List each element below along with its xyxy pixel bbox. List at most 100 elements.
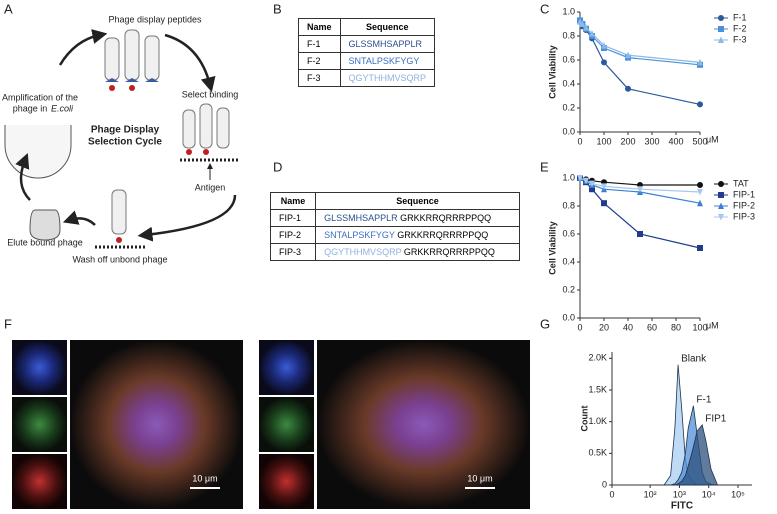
x-tick-label: 0: [577, 136, 582, 146]
y-tick-label: 0: [602, 479, 607, 489]
diagram-label: Phage display peptides: [108, 14, 202, 24]
cycle-arrows: [15, 29, 237, 242]
marker: [637, 231, 643, 237]
marker: [589, 180, 595, 188]
sequence-cell: SNTALPSKFYGY: [339, 52, 436, 70]
curve-label: Blank: [681, 353, 707, 364]
marker: [601, 183, 607, 190]
header-cell: Sequence: [339, 18, 436, 36]
tat-sequence: GRKKRRQRRRPPQQ: [403, 247, 495, 257]
y-tick-label: 0.6: [562, 54, 575, 64]
name-cell: FIP-3: [269, 243, 317, 261]
flask: [4, 125, 72, 179]
panel-label: E: [540, 159, 549, 174]
marker: [577, 175, 583, 182]
phage-group: [104, 29, 230, 235]
marker: [718, 36, 724, 43]
sequence-cell: QGYTHHMVSQRP: [339, 69, 436, 87]
tat-sequence: GRKKRRQRRRPPQQ: [400, 213, 492, 223]
legend-label: FIP-2: [733, 200, 755, 210]
x-tick-label: 20: [599, 322, 609, 332]
x-tick-label: 10⁴: [702, 489, 716, 499]
y-tick-label: 1.0: [562, 6, 575, 16]
tube: [29, 209, 61, 241]
header-cell: Sequence: [315, 192, 520, 210]
peptide: SNTALPSKFYGY: [348, 56, 420, 66]
panel-label: B: [273, 1, 282, 16]
legend-label: FIP-1: [733, 189, 755, 199]
sequence-cell: QGYTHHMVSQRP GRKKRRQRRRPPQQ: [315, 243, 520, 261]
marker: [583, 177, 589, 185]
y-tick-label: 0.8: [562, 200, 575, 210]
y-tick-label: 0.0: [562, 312, 575, 322]
marker: [625, 51, 631, 59]
x-axis-label: μM: [706, 134, 719, 144]
header-cell: Name: [269, 192, 317, 210]
diagram-label: Select binding: [182, 89, 239, 99]
tat-sequence: GRKKRRQRRRPPQQ: [397, 230, 489, 240]
name-cell: FIP-1: [269, 209, 317, 227]
x-tick-label: 40: [623, 322, 633, 332]
marker: [697, 245, 703, 251]
name-cell: FIP-2: [269, 226, 317, 244]
marker: [697, 182, 703, 188]
marker: [697, 101, 703, 108]
y-tick-label: 0.6: [562, 228, 575, 238]
panel-label: G: [540, 316, 550, 331]
diagram-label: Elute bound phage: [7, 237, 83, 247]
x-tick-label: 100: [596, 136, 611, 146]
legend-label: TAT: [733, 178, 749, 188]
legend-label: F-3: [733, 34, 747, 44]
table-b: Name Sequence F-1 GLSSMHSAPPLR F-2 SNTALPSKFY…: [298, 18, 436, 87]
marker: [697, 189, 703, 196]
header-row: Name Sequence: [298, 18, 436, 36]
x-tick-label: 0: [609, 489, 614, 499]
peptide: GLSSMHSAPPLR: [324, 213, 398, 223]
y-tick-label: 0.5K: [588, 448, 607, 458]
sequence-cell: SNTALPSKFYGY GRKKRRQRRRPPQQ: [315, 226, 520, 244]
marker: [718, 202, 724, 209]
marker: [601, 200, 607, 207]
x-tick-label: 0: [577, 322, 582, 332]
sequence-cell: GLSSMHSAPPLR GRKKRRQRRRPPQQ: [315, 209, 520, 227]
table-row: FIP-2 SNTALPSKFYGY GRKKRRQRRRPPQQ: [269, 226, 520, 244]
panel-label: C: [540, 1, 549, 16]
marker: [697, 58, 703, 66]
panel-label: D: [273, 159, 282, 174]
curve-label: F-1: [696, 394, 711, 405]
y-axis-label: Cell Viability: [547, 221, 557, 274]
y-tick-label: 0.8: [562, 30, 575, 40]
name-cell: F-3: [298, 69, 341, 87]
x-axis-label: FITC: [671, 501, 693, 512]
marker: [637, 186, 643, 193]
x-tick-label: 200: [620, 136, 635, 146]
legend-label: FIP-3: [733, 211, 755, 221]
panel-label: A: [4, 1, 13, 16]
y-tick-label: 0.2: [562, 284, 575, 294]
y-axis-label: Count: [579, 406, 589, 432]
marker: [697, 199, 703, 207]
diagram-label: Amplification of the: [2, 92, 78, 102]
x-tick-label: 500: [692, 136, 707, 146]
diagram-label: Phage Display: [91, 125, 160, 136]
diagram-label: Selection Cycle: [88, 137, 162, 148]
marker: [718, 26, 724, 32]
peptide: GLSSMHSAPPLR: [348, 39, 423, 49]
marker: [601, 42, 607, 49]
marker: [625, 85, 631, 92]
y-axis-label: Cell Viability: [547, 45, 557, 98]
table-row: FIP-1 GLSSMHSAPPLR GRKKRRQRRRPPQQ: [269, 209, 520, 227]
y-tick-label: 1.0K: [588, 416, 607, 426]
y-tick-label: 1.0: [562, 172, 575, 182]
x-tick-label: 80: [671, 322, 681, 332]
scale-bar-label: 10 μm: [467, 473, 492, 483]
name-cell: F-1: [298, 35, 341, 53]
marker: [718, 192, 724, 198]
x-tick-label: 10⁵: [731, 489, 745, 499]
legend-label: F-1: [733, 12, 747, 22]
x-tick-label: 100: [692, 322, 707, 332]
curve-label: FIP1: [705, 413, 727, 424]
table-row: F-1 GLSSMHSAPPLR: [298, 35, 436, 53]
